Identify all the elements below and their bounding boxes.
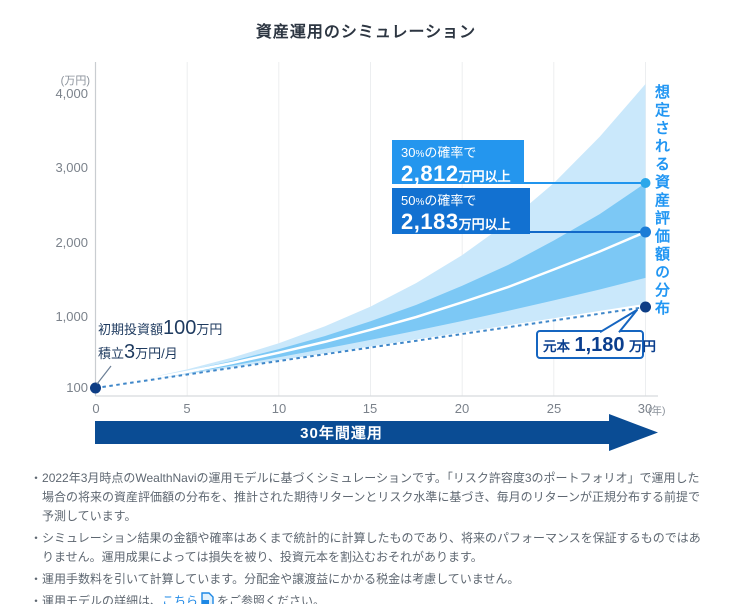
x-tick-10: 10 (271, 401, 287, 416)
y-tick-4000: 4,000 (55, 86, 88, 101)
distribution-side-label: 想定される資産評価額の分布 (653, 84, 670, 318)
start-line2-label: 積立 (98, 346, 125, 361)
footnotes: 2022年3月時点のWealthNaviの運用モデルに基づくシミュレーションです… (30, 469, 706, 604)
start-line1-value: 100 (163, 317, 197, 339)
median-line (94, 230, 647, 390)
callout-30-probability: 30 (401, 145, 416, 160)
dot-start (90, 382, 101, 394)
callout-30-value-suffix: 万円以上 (458, 169, 511, 184)
svg-text:元本 1,180 万円: 元本 1,180 万円 (543, 334, 656, 356)
fan-band-medium (95, 183, 646, 388)
callout-50-value: 2,183 (401, 209, 459, 234)
footnote-4-pre: 運用モデルの詳細は、 (42, 594, 163, 604)
x-tick-20: 20 (454, 401, 470, 416)
callout-50-value-suffix: 万円以上 (458, 217, 511, 232)
dot-30-percent (640, 178, 651, 188)
callout-50-suffix: の確率で (424, 193, 477, 208)
x-tick-5: 5 (183, 401, 191, 416)
y-tick-3000: 3,000 (55, 160, 88, 175)
y-tick-100: 100 (66, 380, 88, 395)
page-title: 資産運用のシミュレーション (255, 24, 477, 41)
fan-band-light (95, 84, 646, 388)
x-tick-25: 25 (546, 401, 562, 416)
start-line2-unit: 万円/月 (135, 346, 178, 361)
start-line1-unit: 万円 (196, 322, 223, 337)
footnote-1: 2022年3月時点のWealthNaviの運用モデルに基づくシミュレーションです… (30, 469, 706, 526)
simulation-chart: 元本 1,180 万円 (90, 62, 658, 397)
dot-50-percent (640, 226, 651, 238)
x-tick-30: 30 (637, 401, 653, 416)
footnote-4-post: をご参照ください。 (217, 594, 326, 604)
dot-principal-end (640, 301, 651, 313)
principal-callout: 元本 1,180 万円 (536, 309, 656, 359)
callout-30-suffix: の確率で (424, 145, 477, 160)
footnote-2: シミュレーション結果の金額や確率はあくまで統計的に計算したものであり、将来のパフ… (30, 529, 706, 567)
callout-30-value: 2,812 (401, 161, 459, 186)
footnote-4: 運用モデルの詳細は、こちら をご参照ください。 (30, 592, 706, 604)
callout-50-probability: 50 (401, 193, 416, 208)
y-tick-2000: 2,000 (55, 235, 88, 250)
pdf-document-icon (201, 592, 214, 604)
principal-value: 1,180 (574, 334, 624, 356)
y-tick-1000: 1,000 (55, 309, 88, 324)
principal-dotted-line (95, 306, 646, 389)
callout-30-box: 30%の確率で 2,812万円以上 (392, 140, 524, 186)
start-line2-value: 3 (124, 341, 136, 363)
callout-50-box: 50%の確率で 2,183万円以上 (392, 188, 530, 234)
callout-50-percent-sign: % (415, 197, 425, 208)
start-annotation: 初期投資額100万円 積立3万円/月 (98, 317, 222, 365)
duration-arrow-label: 30年間運用 (300, 425, 383, 442)
model-detail-link[interactable]: こちら (162, 594, 199, 604)
principal-unit: 万円 (628, 339, 656, 354)
footnote-3: 運用手数料を引いて計算しています。分配金や譲渡益にかかる税金は考慮していません。 (30, 570, 706, 589)
callout-30-percent-sign: % (415, 149, 425, 160)
principal-label: 元本 (543, 338, 571, 354)
start-annotation-pointer (96, 365, 112, 385)
x-axis-unit: (年) (648, 405, 666, 417)
x-tick-15: 15 (362, 401, 378, 416)
y-axis-unit: (万円) (60, 75, 90, 87)
x-tick-0: 0 (92, 401, 100, 416)
start-line1-label: 初期投資額 (98, 322, 164, 337)
